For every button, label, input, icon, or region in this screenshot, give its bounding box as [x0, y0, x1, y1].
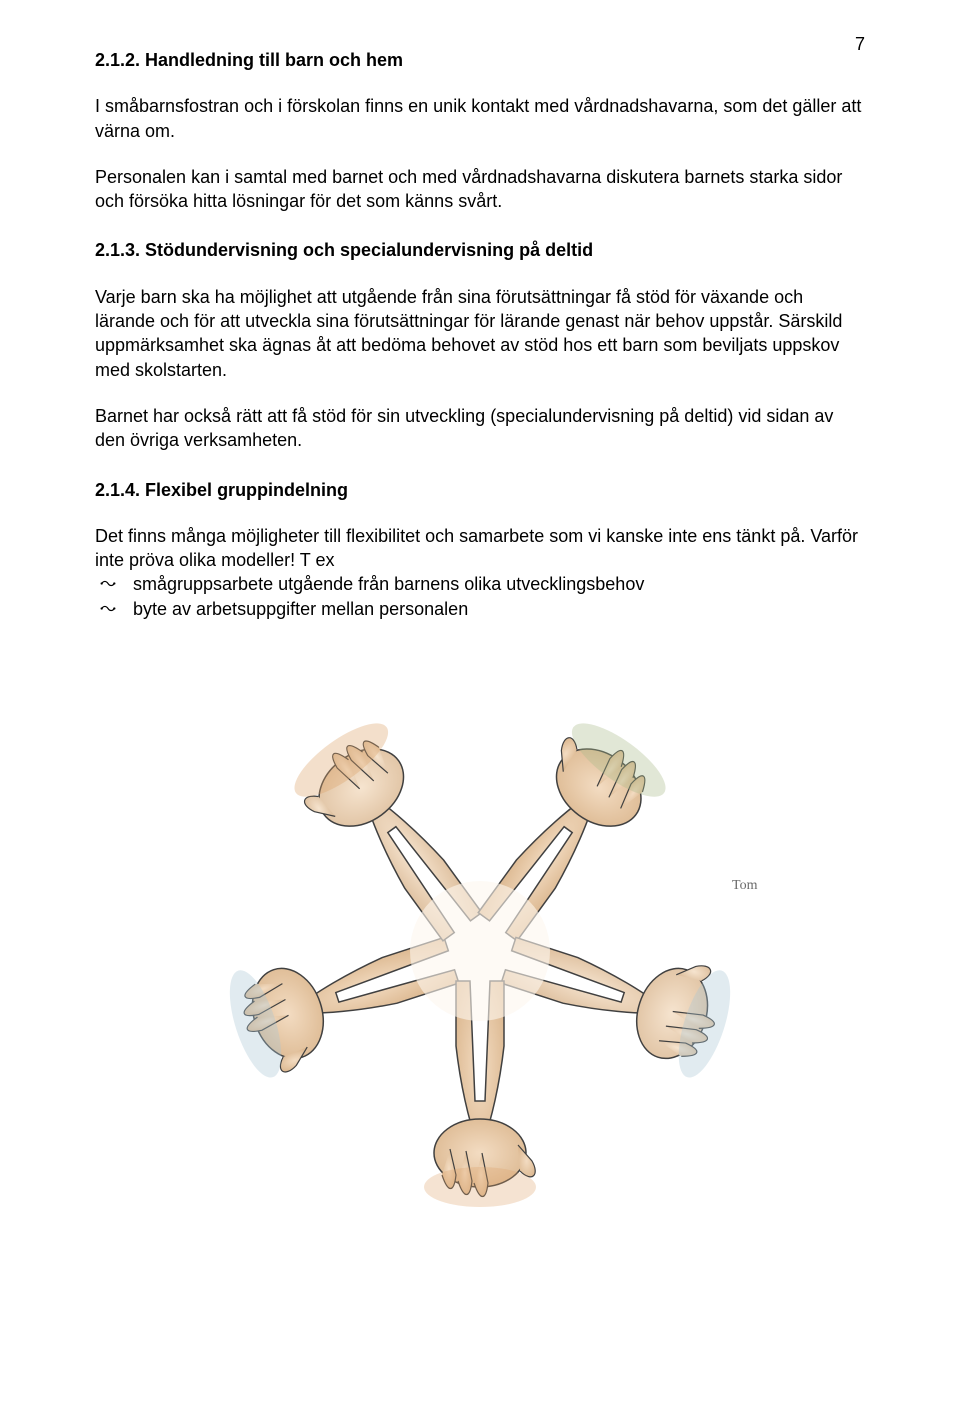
heading-2-1-4: 2.1.4. Flexibel gruppindelning: [95, 478, 865, 502]
page-number: 7: [855, 32, 865, 56]
paragraph-212-2: Personalen kan i samtal med barnet och m…: [95, 165, 865, 214]
heading-2-1-2: 2.1.2. Handledning till barn och hem: [95, 48, 865, 72]
heading-2-1-3: 2.1.3. Stödundervisning och specialunder…: [95, 238, 865, 262]
illustration-container: Tom: [95, 661, 865, 1247]
paragraph-213-2: Barnet har också rätt att få stöd för si…: [95, 404, 865, 453]
list-item: byte av arbetsuppgifter mellan personale…: [133, 597, 865, 621]
list-item: smågruppsarbete utgående från barnens ol…: [133, 572, 865, 596]
paragraph-212-1: I småbarnsfostran och i förskolan finns …: [95, 94, 865, 143]
paragraph-213-1: Varje barn ska ha möjlighet att utgående…: [95, 285, 865, 382]
paragraph-214-1: Det finns många möjligheter till flexibi…: [95, 524, 865, 573]
hands-star-illustration: Tom: [160, 661, 800, 1241]
bullet-list-214: smågruppsarbete utgående från barnens ol…: [95, 572, 865, 621]
illustration-signature: Tom: [732, 878, 758, 893]
